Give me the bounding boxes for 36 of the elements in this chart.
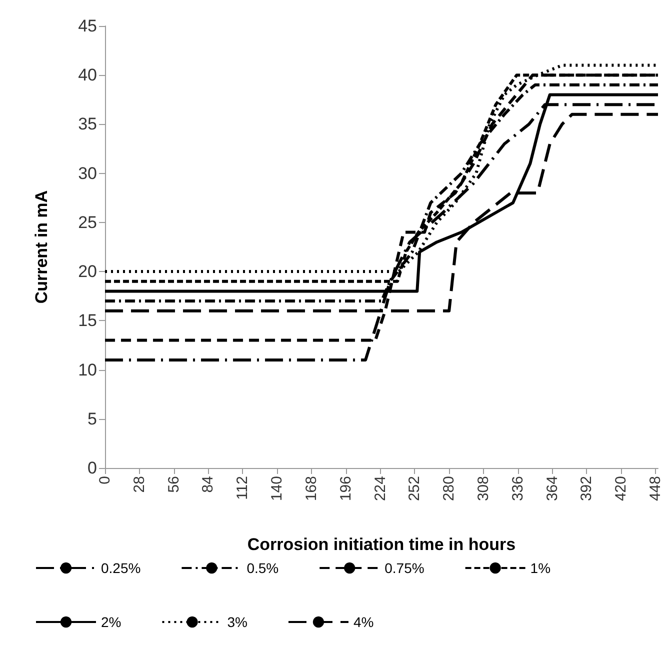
y-tick-label: 15 (78, 311, 97, 330)
legend-label: 3% (227, 614, 248, 630)
y-tick-label: 25 (78, 212, 97, 232)
x-tick-label: 280 (440, 476, 458, 502)
legend-label: 2% (101, 614, 122, 630)
y-tick-label: 30 (78, 164, 97, 183)
x-tick-label: 308 (475, 476, 492, 502)
x-tick-label: 0 (96, 476, 114, 484)
x-tick-label: 112 (234, 476, 252, 500)
y-tick-label: 10 (78, 360, 97, 380)
legend-label: 4% (353, 614, 374, 630)
x-tick-label: 252 (406, 476, 424, 502)
x-tick-label: 392 (578, 476, 596, 502)
y-tick-label: 35 (78, 114, 97, 134)
x-axis-title: Corrosion initiation time in hours (247, 535, 516, 554)
y-axis-title: Current in mA (32, 190, 51, 304)
y-tick-label: 5 (88, 409, 97, 428)
y-tick-label: 45 (78, 16, 97, 36)
x-tick-label: 140 (268, 476, 286, 502)
x-tick-label: 336 (509, 476, 526, 502)
x-tick-label: 168 (302, 476, 320, 502)
x-tick-label: 84 (200, 476, 217, 493)
y-tick-label: 0 (88, 458, 97, 478)
y-tick-label: 20 (78, 262, 97, 282)
legend-label: 0.75% (384, 560, 424, 576)
x-tick-label: 56 (165, 476, 182, 493)
legend-label: 0.25% (101, 560, 141, 576)
x-tick-label: 420 (612, 476, 630, 502)
legend-label: 1% (530, 560, 551, 576)
x-tick-label: 224 (372, 476, 389, 502)
x-tick-label: 28 (130, 476, 148, 493)
x-tick-label: 196 (337, 476, 354, 502)
x-tick-label: 448 (647, 476, 664, 502)
x-tick-label: 364 (544, 476, 561, 502)
legend-label: 0.5% (246, 560, 279, 576)
y-tick-label: 40 (78, 66, 97, 85)
